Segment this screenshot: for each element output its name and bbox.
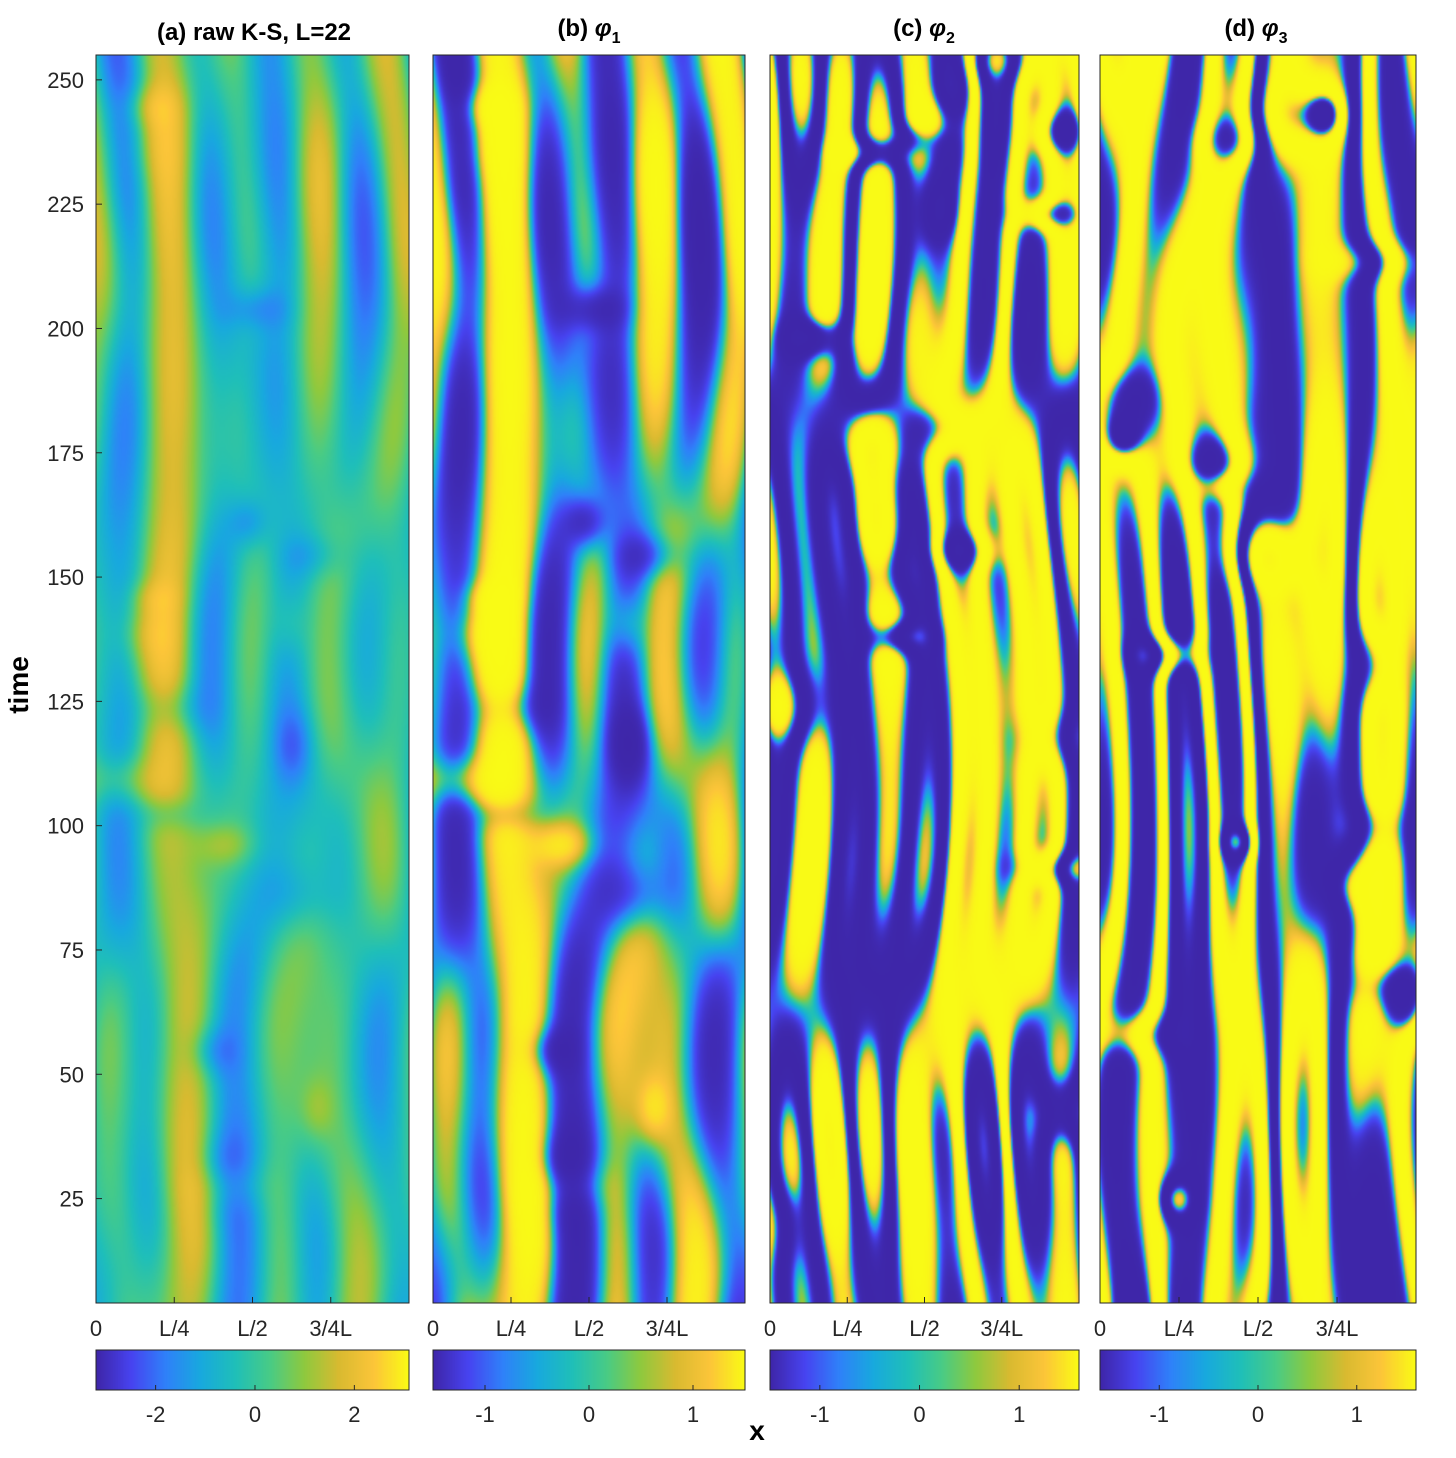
x-tick-label: L/2: [574, 1316, 605, 1341]
y-tick-label: 25: [60, 1187, 84, 1212]
y-tick-label: 100: [47, 814, 84, 839]
colorbar-tick-label: 1: [1351, 1402, 1363, 1427]
colorbar-tick-label: 0: [583, 1402, 595, 1427]
panel-b-heatmap: [433, 55, 745, 1303]
y-axis-label: time: [3, 656, 34, 714]
y-tick-label: 200: [47, 316, 84, 341]
y-tick-label: 150: [47, 565, 84, 590]
colorbar-tick-label: 0: [1252, 1402, 1264, 1427]
panel-a-colorbar-ticks: -2 0 2: [146, 1385, 360, 1427]
x-tick-label: 0: [90, 1316, 102, 1341]
x-tick-label: 3/4L: [309, 1316, 352, 1341]
y-tick-label: 50: [60, 1062, 84, 1087]
panel-d-colorbar: [1100, 1350, 1416, 1390]
x-tick-label: 0: [764, 1316, 776, 1341]
panel-c-colorbar-frame: [769, 1349, 1080, 1391]
panel-d-xticks: 0 L/4 L/2 3/4L: [1094, 1297, 1359, 1341]
panel-c-colorbar: [770, 1350, 1079, 1390]
panel-a-xticks: 0 L/4 L/2 3/4L: [90, 1297, 352, 1341]
panel-a-yticks: 25 50 75 100 125 150 175 200 225 250: [47, 68, 102, 1212]
y-tick-label: 75: [60, 938, 84, 963]
x-axis-label: x: [749, 1415, 765, 1446]
y-tick-label: 125: [47, 689, 84, 714]
panel-a-colorbar-frame: [95, 1349, 410, 1391]
panel-d-colorbar-ticks: -1 0 1: [1149, 1385, 1363, 1427]
colorbar-tick-label: 1: [687, 1402, 699, 1427]
colorbar-tick-label: -2: [146, 1402, 166, 1427]
x-tick-label: 0: [427, 1316, 439, 1341]
colorbar-tick-label: -1: [810, 1402, 830, 1427]
x-tick-label: 0: [1094, 1316, 1106, 1341]
panel-b: (b) φ1 0 L/4 L/2 3/4L -1 0 1: [427, 15, 746, 1427]
panel-a-heatmap: [96, 55, 409, 1303]
colorbar-tick-label: -1: [1149, 1402, 1169, 1427]
panel-b-colorbar-ticks: -1 0 1: [475, 1385, 699, 1427]
y-tick-label: 175: [47, 441, 84, 466]
panel-c-heatmap: [770, 55, 1079, 1303]
x-tick-label: L/4: [496, 1316, 527, 1341]
panel-d-title: (d) φ3: [1224, 15, 1287, 47]
panel-c-title: (c) φ2: [893, 15, 955, 47]
x-tick-label: 3/4L: [1316, 1316, 1359, 1341]
panel-c-xticks: 0 L/4 L/2 3/4L: [764, 1297, 1023, 1341]
panel-c: (c) φ2 0 L/4 L/2 3/4L -1 0 1: [764, 15, 1080, 1427]
x-tick-label: 3/4L: [980, 1316, 1023, 1341]
colorbar-tick-label: -1: [475, 1402, 495, 1427]
x-tick-label: 3/4L: [646, 1316, 689, 1341]
panel-a-title: (a) raw K-S, L=22: [157, 19, 351, 46]
panel-d-heatmap: [1100, 55, 1416, 1303]
y-tick-label: 250: [47, 68, 84, 93]
x-tick-label: L/2: [909, 1316, 940, 1341]
y-tick-label: 225: [47, 192, 84, 217]
x-tick-label: L/2: [237, 1316, 268, 1341]
panel-a: (a) raw K-S, L=22 0 L/4 L/2 3/4L 25 50 75 100 1…: [47, 19, 410, 1427]
colorbar-tick-label: 0: [249, 1402, 261, 1427]
x-tick-label: L/4: [832, 1316, 863, 1341]
colorbar-tick-label: 1: [1013, 1402, 1025, 1427]
x-tick-label: L/2: [1243, 1316, 1274, 1341]
colorbar-tick-label: 2: [348, 1402, 360, 1427]
x-tick-label: L/4: [1164, 1316, 1195, 1341]
panel-a-colorbar: [96, 1350, 409, 1390]
panel-d: (d) φ3 0 L/4 L/2 3/4L -1 0 1: [1094, 15, 1417, 1427]
colorbar-tick-label: 0: [913, 1402, 925, 1427]
panel-c-colorbar-ticks: -1 0 1: [810, 1385, 1025, 1427]
panel-b-colorbar: [433, 1350, 745, 1390]
x-tick-label: L/4: [159, 1316, 190, 1341]
panel-b-title: (b) φ1: [557, 15, 620, 47]
panel-b-xticks: 0 L/4 L/2 3/4L: [427, 1297, 689, 1341]
